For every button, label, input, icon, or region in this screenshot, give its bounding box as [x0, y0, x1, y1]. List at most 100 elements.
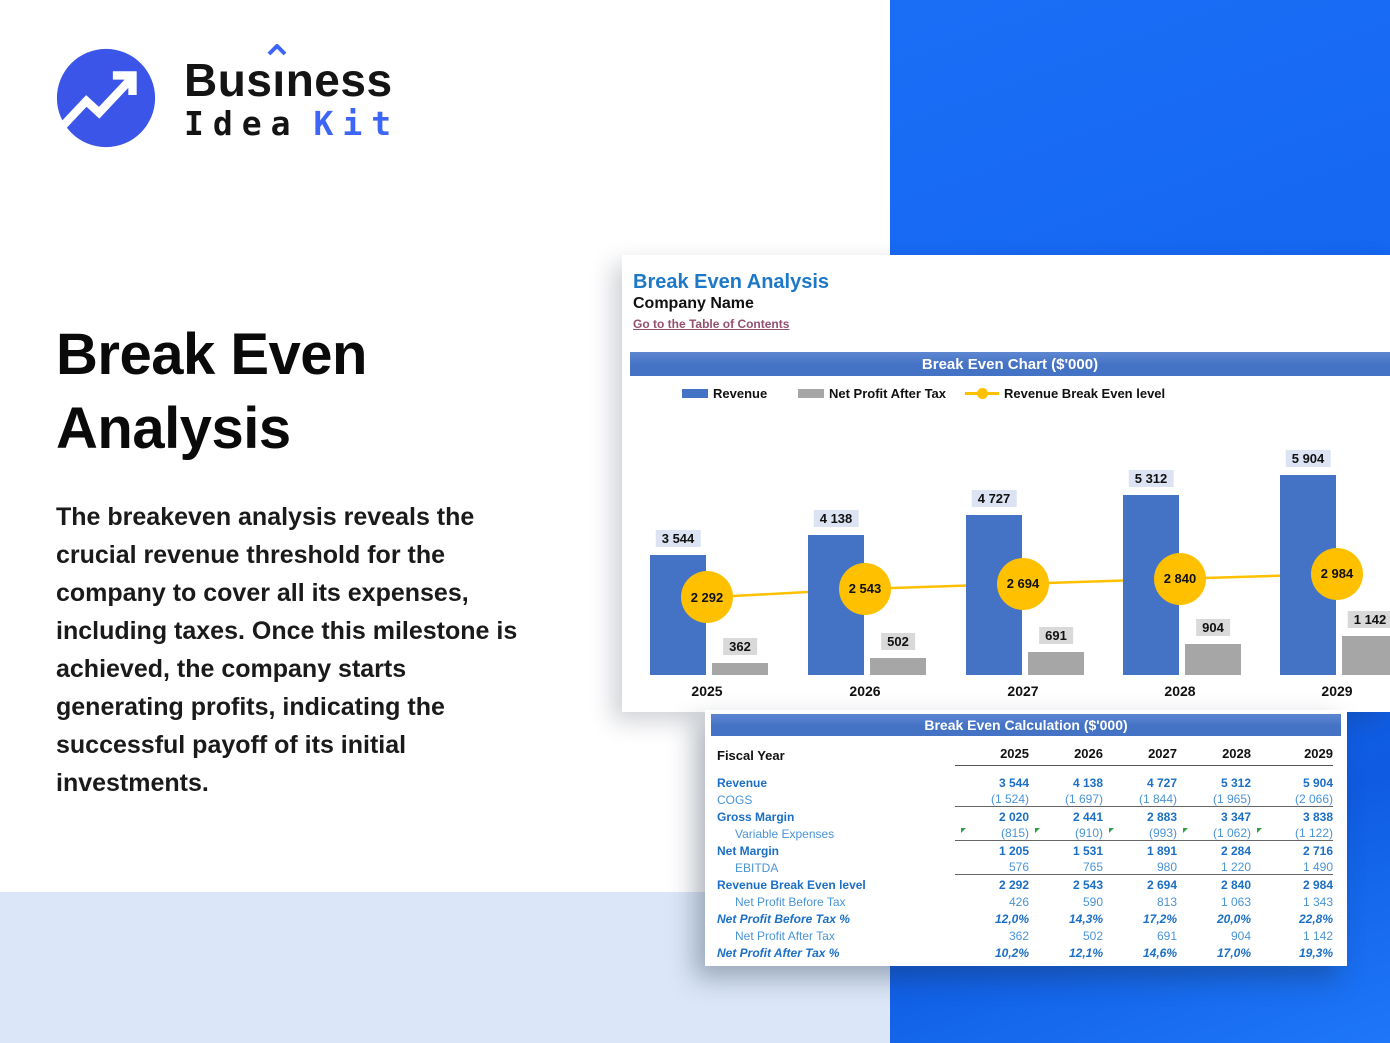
table-row-net-profit-before-tax: Net Profit Before Tax 426 590 813 1 063 …	[717, 893, 1333, 910]
cell: 20,0%	[1216, 911, 1251, 926]
net-profit-value-label: 904	[1196, 619, 1230, 637]
chart-group-2028: 5 312 904 2 840	[1101, 440, 1259, 675]
cell: (1 062)	[1177, 826, 1251, 841]
cell: (910)	[1029, 826, 1103, 841]
cell: 1 343	[1302, 894, 1333, 909]
cell: 17,2%	[1142, 911, 1177, 926]
green-flag-icon	[1109, 828, 1114, 833]
chart-group-2026: 4 138 502 2 543	[786, 440, 944, 675]
wordmark-part: ness	[285, 53, 393, 106]
x-axis-label-2026: 2026	[849, 683, 881, 699]
cell: 362	[1008, 928, 1029, 943]
table-of-contents-link[interactable]: Go to the Table of Contents	[633, 317, 790, 331]
green-flag-icon	[1035, 828, 1040, 833]
chart-group-2025: 3 544 362 2 292	[628, 440, 786, 675]
cell: 2 284	[1220, 843, 1251, 858]
row-label: Gross Margin	[717, 809, 795, 824]
break-even-point: 2 984	[1311, 547, 1363, 600]
cell: (993)	[1103, 826, 1177, 841]
caret-accent-icon	[267, 43, 287, 55]
revenue-swatch-icon	[682, 388, 708, 398]
cell: 1 531	[1072, 843, 1103, 858]
page-title: Break Even Analysis	[56, 322, 367, 462]
table-row-gross-margin: Gross Margin 2 020 2 441 2 883 3 347 3 8…	[717, 808, 1333, 825]
net-profit-bar	[712, 662, 768, 675]
fiscal-year-label: Fiscal Year	[717, 747, 785, 763]
cell: 2 984	[1302, 877, 1333, 892]
row-label: Net Profit Before Tax %	[717, 911, 850, 926]
calculation-banner: Break Even Calculation ($'000)	[711, 714, 1341, 736]
cell: 1 490	[1251, 860, 1333, 875]
cell: 5 312	[1220, 775, 1251, 790]
cell: 12,0%	[994, 911, 1029, 926]
table-row-net-margin: Net Margin 1 205 1 531 1 891 2 284 2 716	[717, 842, 1333, 859]
net-profit-bar	[870, 658, 926, 675]
green-flag-icon	[1257, 828, 1262, 833]
brand-logo: Busı ness Idea Kit	[52, 43, 400, 152]
cell: 19,3%	[1298, 945, 1333, 960]
cell: (1 524)	[955, 792, 1029, 807]
net-profit-value-label: 1 142	[1347, 611, 1390, 629]
calculation-panel: Break Even Calculation ($'000) Fiscal Ye…	[705, 710, 1347, 966]
cell: 12,1%	[1068, 945, 1103, 960]
cell: 4 138	[1072, 775, 1103, 790]
legend-label: Net Profit After Tax	[829, 385, 947, 401]
cell: 22,8%	[1298, 911, 1333, 926]
wordmark-i: ı	[267, 43, 287, 103]
net-profit-bar	[1185, 644, 1241, 675]
chart-legend: Revenue Net Profit After Tax Revenue Bre…	[622, 383, 1390, 403]
revenue-value-label: 5 312	[1128, 470, 1174, 488]
x-axis-label-2029: 2029	[1321, 683, 1353, 699]
cell: 2 716	[1302, 843, 1333, 858]
calculation-table: Fiscal Year 2025 2026 2027 2028 2029 Rev…	[717, 744, 1333, 961]
fiscal-year-header-row: Fiscal Year 2025 2026 2027 2028 2029	[717, 744, 1333, 766]
cell: 590	[1082, 894, 1103, 909]
cell: 2 441	[1072, 809, 1103, 824]
table-row-net-profit-after-tax-pct: Net Profit After Tax % 10,2% 12,1% 14,6%…	[717, 944, 1333, 961]
revenue-value-label: 5 904	[1285, 450, 1331, 467]
year-header: 2029	[1251, 744, 1333, 766]
row-label: Net Margin	[717, 843, 780, 858]
wordmark-idea: Idea	[184, 103, 300, 143]
cell: 426	[1008, 894, 1029, 909]
net-profit-bar	[1342, 636, 1390, 675]
cell: (1 122)	[1251, 826, 1333, 841]
row-label: EBITDA	[735, 860, 779, 875]
chart-plot-area: 3 544 362 2 292 4 138 502 2 543 4 727 69…	[622, 440, 1390, 675]
net-profit-value-label: 502	[881, 633, 915, 650]
row-label: COGS	[717, 792, 753, 807]
break-even-marker-icon	[965, 387, 999, 399]
cell: 14,6%	[1142, 945, 1177, 960]
cell: 3 544	[998, 775, 1029, 790]
description-paragraph: The breakeven analysis reveals the cruci…	[56, 503, 518, 797]
table-row-variable-expenses: Variable Expenses (815) (910) (993) (1 0…	[717, 825, 1333, 842]
cell: 4 727	[1146, 775, 1177, 790]
wordmark-idea-kit: Idea Kit	[184, 107, 400, 140]
year-header: 2025	[955, 744, 1029, 766]
legend-label: Revenue	[713, 385, 768, 401]
cell: 765	[1029, 860, 1103, 875]
cell: (1 697)	[1029, 792, 1103, 807]
legend-label: Revenue Break Even level	[1004, 385, 1166, 401]
green-flag-icon	[1183, 828, 1188, 833]
trending-up-chart-icon	[52, 48, 156, 148]
legend-item-revenue: Revenue	[682, 383, 767, 403]
cell: 17,0%	[1216, 945, 1251, 960]
net-profit-bar	[1028, 651, 1084, 675]
year-header: 2027	[1103, 744, 1177, 766]
year-header: 2028	[1177, 744, 1251, 766]
row-label: Revenue	[717, 775, 768, 790]
legend-item-net-profit: Net Profit After Tax	[798, 383, 946, 403]
cell: 502	[1082, 928, 1103, 943]
brand-wordmark: Busı ness Idea Kit	[184, 43, 400, 140]
cell: 813	[1156, 894, 1177, 909]
cell: 576	[955, 860, 1029, 875]
break-even-point: 2 292	[681, 571, 733, 624]
cell: (815)	[955, 826, 1029, 841]
wordmark-business: Busı ness	[184, 43, 400, 106]
cell: 2 543	[1072, 877, 1103, 892]
row-label: Net Profit After Tax %	[717, 945, 840, 960]
cell: 1 891	[1146, 843, 1177, 858]
company-name: Company Name	[633, 295, 754, 312]
cell: 3 838	[1302, 809, 1333, 824]
